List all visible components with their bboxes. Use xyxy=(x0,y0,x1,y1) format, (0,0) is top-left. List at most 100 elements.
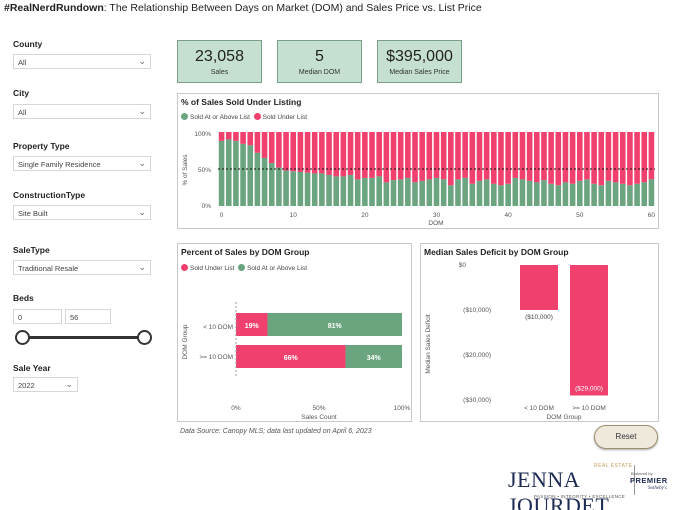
chart1-bar-at-above[interactable] xyxy=(283,170,289,206)
chart1-bar-under[interactable] xyxy=(462,132,468,178)
city-dropdown[interactable]: All ⌄ xyxy=(13,104,151,119)
chart1-bar-under[interactable] xyxy=(426,132,433,180)
chart1-bar-at-above[interactable] xyxy=(498,185,504,206)
chart2-bar-under[interactable] xyxy=(236,313,268,336)
chart1-bar-at-above[interactable] xyxy=(433,177,440,206)
chart1-bar-at-above[interactable] xyxy=(376,176,382,206)
chart1-bar-at-above[interactable] xyxy=(426,179,433,206)
chart1-bar-at-above[interactable] xyxy=(584,179,590,206)
chart1-bar-at-above[interactable] xyxy=(225,139,232,206)
chart1-bar-under[interactable] xyxy=(619,132,626,184)
chart1-bar-under[interactable] xyxy=(534,132,540,183)
chart1-bar-under[interactable] xyxy=(512,132,519,178)
chart3-bar[interactable] xyxy=(570,265,608,396)
chart1-bar-at-above[interactable] xyxy=(569,183,576,206)
chart1-bar-under[interactable] xyxy=(225,132,232,140)
chart1-bar-at-above[interactable] xyxy=(405,177,411,206)
beds-min-input[interactable]: 0 xyxy=(13,309,62,324)
chart2-bar-at-above[interactable] xyxy=(345,345,402,368)
property-type-dropdown[interactable]: Single Family Residence ⌄ xyxy=(13,156,151,171)
chart1-bar-under[interactable] xyxy=(505,132,511,184)
chart1-bar-under[interactable] xyxy=(598,132,605,186)
chart1-bar-under[interactable] xyxy=(641,132,648,183)
chart1-bar-at-above[interactable] xyxy=(462,177,468,206)
beds-slider-max-handle[interactable] xyxy=(137,330,152,345)
county-dropdown[interactable]: All ⌄ xyxy=(13,54,151,69)
chart1-bar-under[interactable] xyxy=(276,132,282,168)
chart1-bar-at-above[interactable] xyxy=(254,152,261,206)
chart1-bar-under[interactable] xyxy=(412,132,418,183)
chart1-bar-at-above[interactable] xyxy=(648,179,655,206)
chart1-bar-under[interactable] xyxy=(383,132,390,183)
chart1-bar-under[interactable] xyxy=(254,132,261,153)
chart1-bar-under[interactable] xyxy=(369,132,375,178)
construction-type-dropdown[interactable]: Site Built ⌄ xyxy=(13,205,151,220)
chart1-bar-under[interactable] xyxy=(390,132,397,181)
chart1-bar-at-above[interactable] xyxy=(240,143,246,206)
chart1-bar-at-above[interactable] xyxy=(562,182,569,206)
chart1-bar-under[interactable] xyxy=(648,132,655,180)
chart1-bar-at-above[interactable] xyxy=(576,180,583,206)
chart1-bar-under[interactable] xyxy=(354,132,361,180)
chart1-bar-under[interactable] xyxy=(483,132,490,180)
chart1-bar-at-above[interactable] xyxy=(419,180,425,206)
chart1-bar-under[interactable] xyxy=(218,132,225,141)
chart1-bar-under[interactable] xyxy=(591,132,597,184)
chart1-bar-at-above[interactable] xyxy=(276,167,282,206)
sale-year-dropdown[interactable]: 2022 ⌄ xyxy=(13,377,78,392)
chart1-bar-at-above[interactable] xyxy=(505,183,511,206)
chart1-bar-under[interactable] xyxy=(419,132,425,181)
chart1-bar-at-above[interactable] xyxy=(297,171,304,206)
chart1-bar-at-above[interactable] xyxy=(455,179,461,206)
chart1-bar-at-above[interactable] xyxy=(634,183,640,206)
chart1-bar-at-above[interactable] xyxy=(612,182,619,206)
chart1-bar-under[interactable] xyxy=(569,132,576,184)
chart1-bar-at-above[interactable] xyxy=(519,179,526,206)
chart1-bar-at-above[interactable] xyxy=(319,173,325,206)
chart1-bar-under[interactable] xyxy=(376,132,382,177)
chart2-bar-at-above[interactable] xyxy=(267,313,402,336)
chart1-bar-under[interactable] xyxy=(469,132,476,184)
chart1-bar-under[interactable] xyxy=(319,132,325,174)
chart1-bar-at-above[interactable] xyxy=(383,182,390,206)
chart1-bar-under[interactable] xyxy=(326,132,332,175)
chart1-bar-under[interactable] xyxy=(304,132,311,173)
chart1-bar-under[interactable] xyxy=(455,132,461,180)
chart1-bar-under[interactable] xyxy=(491,132,497,184)
chart1-bar-under[interactable] xyxy=(268,132,275,164)
chart1-bar-at-above[interactable] xyxy=(491,183,497,206)
chart1-bar-at-above[interactable] xyxy=(412,182,418,206)
chart1-bar-at-above[interactable] xyxy=(304,172,311,206)
chart1-bar-under[interactable] xyxy=(541,132,547,181)
chart1-bar-at-above[interactable] xyxy=(247,145,254,206)
chart1-bar-under[interactable] xyxy=(340,132,347,177)
chart1-bar-under[interactable] xyxy=(405,132,411,178)
chart1-bar-at-above[interactable] xyxy=(268,163,275,206)
chart1-bar-at-above[interactable] xyxy=(261,157,268,206)
chart1-bar-under[interactable] xyxy=(476,132,483,181)
chart1-bar-at-above[interactable] xyxy=(347,174,354,206)
chart1-bar-at-above[interactable] xyxy=(311,173,318,206)
chart1-bar-under[interactable] xyxy=(233,132,239,141)
chart1-bar-under[interactable] xyxy=(347,132,354,175)
chart1-bar-under[interactable] xyxy=(261,132,268,158)
chart1-bar-at-above[interactable] xyxy=(512,177,519,206)
chart1-bar-under[interactable] xyxy=(605,132,612,181)
chart1-bar-under[interactable] xyxy=(612,132,619,183)
chart3-bar[interactable] xyxy=(520,265,558,310)
chart1-bar-under[interactable] xyxy=(526,132,533,181)
chart1-bar-under[interactable] xyxy=(584,132,590,180)
chart1-bar-at-above[interactable] xyxy=(534,182,540,206)
chart1-bar-at-above[interactable] xyxy=(290,171,297,206)
chart1-bar-under[interactable] xyxy=(562,132,569,183)
chart1-bar-at-above[interactable] xyxy=(641,182,648,206)
chart1-bar-under[interactable] xyxy=(555,132,562,186)
chart1-bar-at-above[interactable] xyxy=(218,140,225,206)
chart1-bar-at-above[interactable] xyxy=(397,179,404,206)
reset-button[interactable]: Reset xyxy=(594,425,658,449)
beds-slider-min-handle[interactable] xyxy=(15,330,30,345)
chart1-bar-under[interactable] xyxy=(397,132,404,180)
chart1-bar-under[interactable] xyxy=(283,132,289,171)
beds-slider-track[interactable] xyxy=(22,336,144,339)
chart1-bar-under[interactable] xyxy=(448,132,454,186)
